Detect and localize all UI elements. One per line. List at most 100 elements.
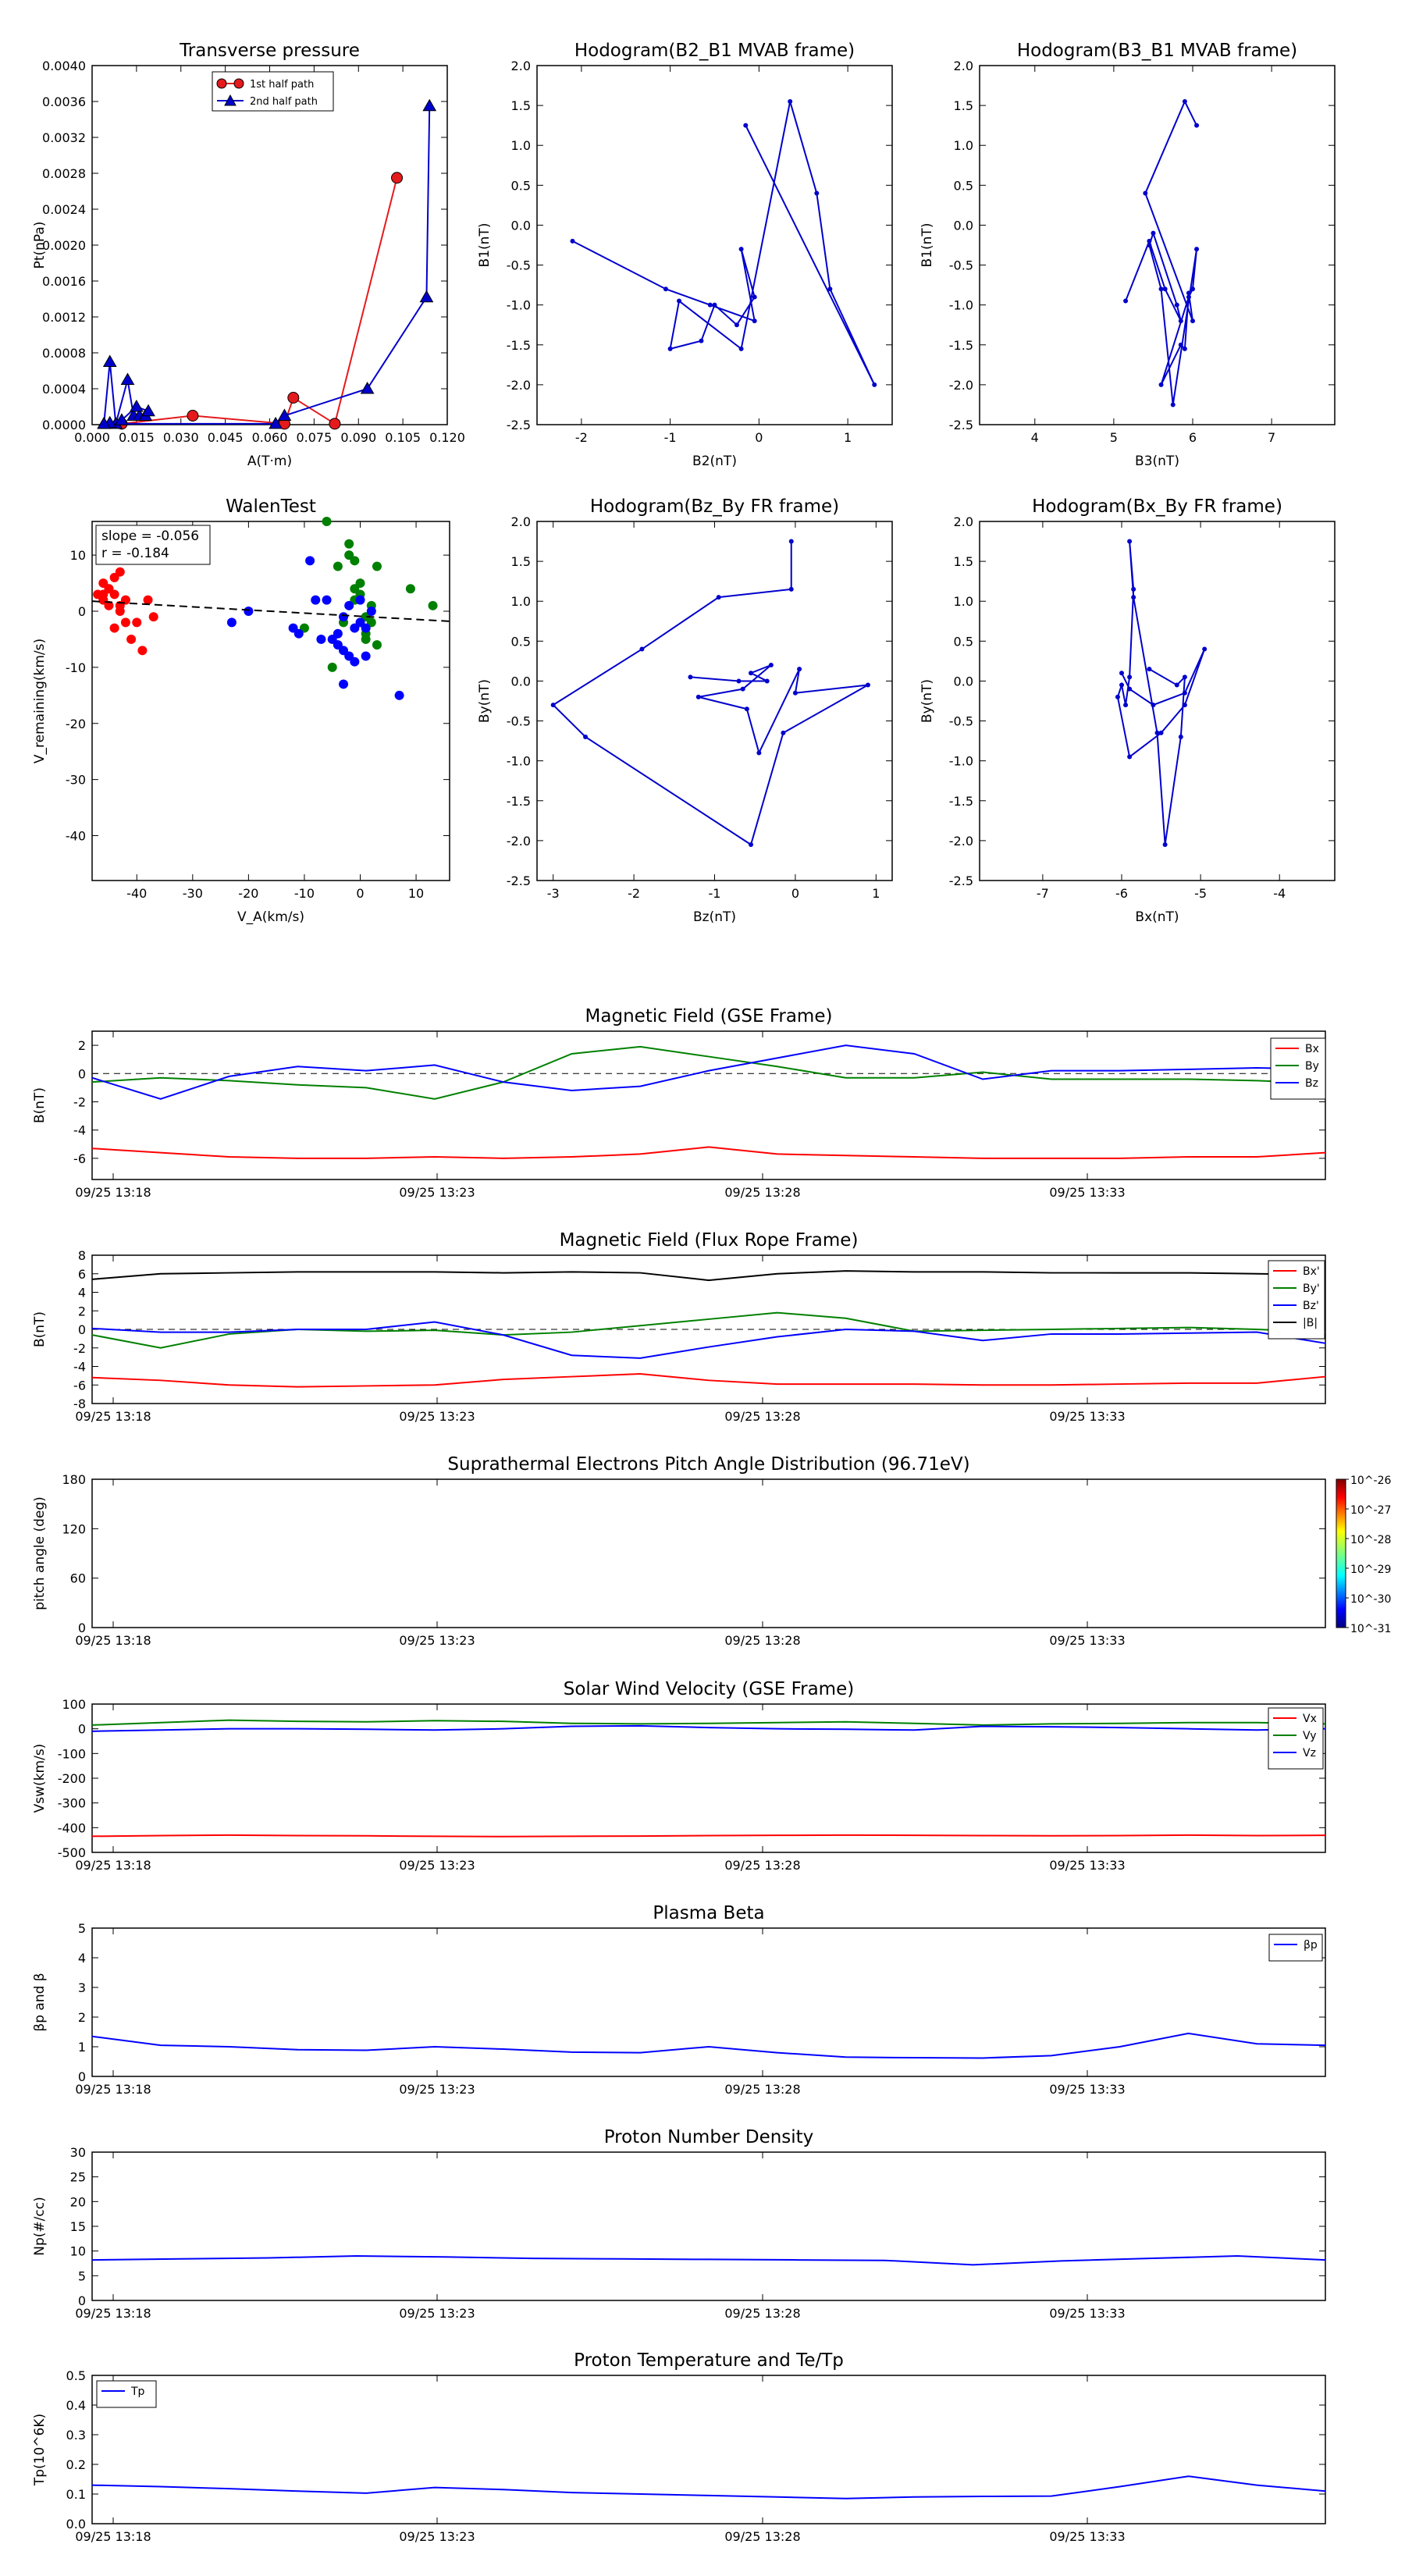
x-tick-label: 09/25 13:23 — [399, 1858, 475, 1873]
x-tick-label: 0 — [755, 430, 763, 445]
panel-title: WalenTest — [226, 496, 316, 517]
data-point — [695, 694, 701, 699]
panel-title: Magnetic Field (Flux Rope Frame) — [560, 1230, 859, 1251]
plot-frame — [536, 65, 893, 425]
legend-label: |B| — [1303, 1317, 1318, 1329]
data-point — [360, 381, 375, 394]
data-point — [115, 413, 129, 425]
x-tick-label: 0.060 — [252, 430, 288, 445]
y-tick-label: 3 — [78, 1980, 86, 1995]
data-point — [1147, 238, 1152, 244]
y-tick-label: 1 — [78, 2040, 86, 2055]
x-tick-label: 0.075 — [296, 430, 332, 445]
panel-4: Hodogram(Bz_By FR frame) Bz(nT) By(nT) -3 -2… — [477, 496, 893, 925]
y-tick-label: 120 — [62, 1521, 86, 1536]
y-tick-label: -8 — [73, 1397, 86, 1411]
x-tick-label: 09/25 13:18 — [75, 1185, 151, 1200]
data-point — [372, 640, 382, 650]
data-point — [329, 418, 341, 430]
stats-text: slope = -0.056 — [101, 528, 199, 544]
y-tick-label: -40 — [66, 829, 86, 844]
y-axis-label: pitch angle (deg) — [32, 1496, 48, 1610]
panel-title: Hodogram(B3_B1 MVAB frame) — [1017, 41, 1297, 61]
data-point — [344, 539, 354, 549]
legend-marker — [224, 94, 237, 106]
y-tick-label: 5 — [78, 1921, 86, 1936]
data-point — [361, 651, 371, 661]
x-tick-label: 09/25 13:33 — [1049, 2082, 1125, 2097]
y-tick-label: 0.0028 — [42, 166, 86, 181]
y-axis-label: B(nT) — [32, 1087, 48, 1123]
data-point — [428, 600, 438, 610]
data-point — [339, 612, 349, 622]
data-point — [740, 686, 745, 692]
panel-title: Suprathermal Electrons Pitch Angle Distr… — [447, 1454, 969, 1475]
data-point — [344, 600, 354, 610]
data-point — [187, 410, 199, 422]
y-tick-label: 0.5 — [66, 2368, 86, 2383]
x-tick-label: 0 — [356, 886, 364, 901]
legend — [1268, 1260, 1325, 1340]
data-point — [137, 646, 148, 656]
data-point — [355, 578, 365, 589]
data-point — [1174, 682, 1179, 688]
data-point — [333, 561, 343, 571]
x-tick-label: 09/25 13:18 — [75, 2082, 151, 2097]
panel-title: Solar Wind Velocity (GSE Frame) — [564, 1679, 854, 1699]
data-point — [132, 617, 142, 628]
data-point — [148, 612, 158, 622]
data-point — [372, 561, 382, 571]
data-point — [115, 567, 125, 577]
legend-label: Tp — [130, 2386, 145, 2398]
data-point — [1158, 730, 1164, 735]
data-point — [1170, 402, 1176, 407]
y-tick-label: 2.0 — [954, 514, 973, 529]
y-tick-label: -2.0 — [949, 378, 973, 393]
y-tick-label: 0.5 — [511, 178, 531, 193]
x-tick-label: 5 — [1110, 430, 1118, 445]
data-point — [736, 678, 742, 684]
series-line — [91, 1270, 1326, 1282]
y-tick-label: -2.0 — [507, 834, 531, 849]
x-tick-label: 09/25 13:33 — [1049, 2306, 1125, 2321]
data-point — [827, 286, 833, 292]
data-point — [322, 595, 332, 605]
data-point — [814, 190, 820, 196]
y-tick-label: 0.0 — [511, 674, 531, 688]
x-tick-label: 0 — [791, 886, 799, 901]
data-point — [293, 628, 304, 639]
data-point — [305, 556, 315, 566]
y-axis-label: Tp(10^6K) — [32, 2414, 48, 2486]
x-tick-label: 09/25 13:28 — [724, 1858, 800, 1873]
x-tick-label: 09/25 13:28 — [724, 1409, 800, 1424]
y-tick-label: -6 — [73, 1151, 86, 1166]
y-tick-label: -400 — [58, 1820, 86, 1835]
y-tick-label: -2.5 — [949, 873, 973, 888]
series-line — [1125, 99, 1198, 405]
data-point — [97, 416, 112, 429]
series-line — [91, 2032, 1326, 2059]
y-tick-label: -1.0 — [507, 298, 531, 313]
y-tick-label: -0.5 — [507, 258, 531, 273]
legend-marker — [216, 78, 227, 89]
data-point — [322, 517, 332, 526]
y-tick-label: 2 — [78, 2010, 86, 2025]
x-tick-label: -40 — [126, 886, 147, 901]
colorbar-tick-label: 10^-26 — [1350, 1475, 1392, 1487]
data-point — [1127, 686, 1133, 692]
data-point — [639, 646, 645, 652]
x-tick-label: 09/25 13:18 — [75, 2306, 151, 2321]
x-tick-label: -30 — [183, 886, 203, 901]
panel-title: Magnetic Field (GSE Frame) — [585, 1006, 833, 1026]
legend-label: Vy — [1303, 1730, 1317, 1742]
colorbar-tick-label: 10^-27 — [1350, 1504, 1391, 1517]
data-point — [143, 595, 153, 605]
legend-label: 2nd half path — [250, 96, 318, 108]
y-tick-label: -1.5 — [949, 794, 973, 809]
series-line — [91, 1146, 1326, 1159]
x-tick-label: -1 — [664, 430, 677, 445]
plot-frame — [91, 1703, 1326, 1853]
data-point — [1123, 298, 1129, 304]
x-axis-label: B2(nT) — [692, 454, 737, 469]
data-point — [716, 595, 721, 600]
